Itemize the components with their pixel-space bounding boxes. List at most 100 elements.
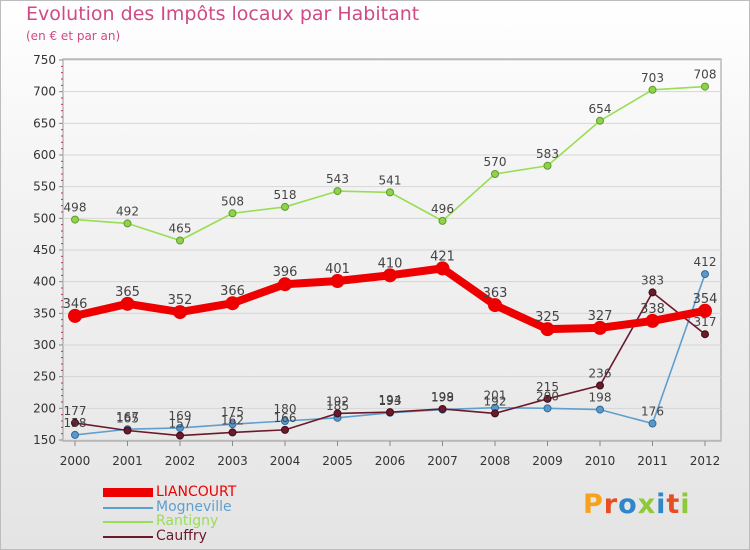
data-label-liancourt: 366 xyxy=(220,284,245,299)
x-tick-label: 2003 xyxy=(217,454,248,468)
point-mogneville-2003 xyxy=(228,420,237,429)
data-label-rantigny: 518 xyxy=(274,188,297,202)
logo-letter: r xyxy=(603,489,619,520)
data-labels: 498 492 465 508 518 543 541 496 570 583 654 703 708 1… xyxy=(63,68,718,431)
data-label-liancourt: 401 xyxy=(325,262,350,277)
x-tick-label: 2006 xyxy=(375,454,406,468)
point-liancourt-2003 xyxy=(225,296,240,311)
data-label-liancourt: 338 xyxy=(640,302,665,317)
data-label-cauffry: 162 xyxy=(221,413,244,427)
data-label-mogneville: 200 xyxy=(536,389,559,403)
point-rantigny-2008 xyxy=(491,170,499,178)
chart-subtitle: (en € et par an) xyxy=(26,29,121,43)
point-rantigny-2007 xyxy=(438,216,447,225)
y-tick-label: 650 xyxy=(33,116,56,130)
data-label-liancourt: 421 xyxy=(430,249,455,264)
point-cauffry-2006 xyxy=(386,408,394,417)
x-tick-label: 2009 xyxy=(532,454,563,468)
y-tick-label: 300 xyxy=(33,338,56,352)
point-cauffry-2005 xyxy=(333,409,342,418)
data-label-rantigny: 703 xyxy=(641,71,664,85)
x-tick-label: 2012 xyxy=(690,454,721,468)
point-liancourt-2004 xyxy=(278,277,292,292)
point-cauffry-2000 xyxy=(71,418,79,427)
data-label-cauffry: 157 xyxy=(169,417,192,431)
data-label-mogneville: 169 xyxy=(169,409,192,423)
point-cauffry-2011 xyxy=(648,288,657,297)
point-liancourt-2009 xyxy=(540,322,555,337)
chart-title: Evolution des Impôts locaux par Habitant xyxy=(26,3,420,25)
data-label-cauffry: 165 xyxy=(116,412,139,426)
data-label-rantigny: 492 xyxy=(116,204,139,218)
logo-letter: P xyxy=(583,489,604,520)
point-liancourt-2007 xyxy=(435,261,450,276)
point-cauffry-2008 xyxy=(491,409,499,418)
legend-label-cauffry: Cauffry xyxy=(156,527,207,544)
data-label-liancourt: 352 xyxy=(168,293,193,308)
data-label-rantigny: 543 xyxy=(326,172,349,186)
data-label-liancourt: 410 xyxy=(378,256,403,271)
data-label-liancourt: 396 xyxy=(273,265,298,280)
data-label-cauffry: 236 xyxy=(589,367,612,381)
data-label-rantigny: 583 xyxy=(536,147,559,161)
data-label-cauffry: 215 xyxy=(536,380,559,394)
series-layer xyxy=(68,82,712,440)
data-label-liancourt: 363 xyxy=(483,286,508,301)
x-tick-label: 2008 xyxy=(480,454,511,468)
point-rantigny-2004 xyxy=(281,202,289,211)
point-cauffry-2002 xyxy=(176,431,184,440)
data-label-rantigny: 708 xyxy=(694,68,717,82)
point-liancourt-2011 xyxy=(645,313,660,328)
y-tick-label: 700 xyxy=(33,85,56,99)
data-label-mogneville: 176 xyxy=(641,405,664,419)
data-label-rantigny: 498 xyxy=(64,201,87,215)
y-tick-label: 750 xyxy=(33,53,56,67)
logo-letter: x xyxy=(637,489,657,520)
point-liancourt-2001 xyxy=(120,296,135,311)
data-label-mogneville: 180 xyxy=(274,402,297,416)
data-label-rantigny: 508 xyxy=(221,194,244,208)
grid-lines xyxy=(63,59,721,441)
point-cauffry-2007 xyxy=(438,404,447,413)
data-label-rantigny: 654 xyxy=(589,102,612,116)
y-tick-label: 600 xyxy=(33,148,56,162)
point-liancourt-2012 xyxy=(698,303,712,318)
point-mogneville-2002 xyxy=(176,423,184,432)
point-rantigny-2003 xyxy=(228,209,237,218)
y-tick-label: 450 xyxy=(33,243,56,257)
point-liancourt-2008 xyxy=(488,298,502,313)
data-label-rantigny: 496 xyxy=(431,202,454,216)
point-rantigny-2006 xyxy=(386,188,394,197)
y-tick-label: 550 xyxy=(33,180,56,194)
point-rantigny-2012 xyxy=(701,82,709,91)
data-label-cauffry: 177 xyxy=(64,404,87,418)
y-tick-label: 350 xyxy=(33,306,56,320)
data-label-mogneville: 175 xyxy=(221,405,244,419)
point-cauffry-2009 xyxy=(543,394,552,403)
data-label-mogneville: 201 xyxy=(484,389,507,403)
data-label-liancourt: 325 xyxy=(535,310,560,325)
data-label-liancourt: 354 xyxy=(693,292,718,307)
data-label-mogneville: 412 xyxy=(694,255,717,269)
data-label-cauffry: 317 xyxy=(694,315,717,329)
x-tick-label: 2011 xyxy=(637,454,668,468)
point-rantigny-2005 xyxy=(333,187,342,196)
axes: 150 200 250 300 350 400 450 500 550 600 650 700 750 2… xyxy=(33,53,720,468)
point-mogneville-2004 xyxy=(281,417,289,425)
data-label-mogneville: 198 xyxy=(589,391,612,405)
point-cauffry-2004 xyxy=(281,425,289,434)
logo-letter: o xyxy=(618,489,638,520)
point-mogneville-2011 xyxy=(648,419,657,428)
point-cauffry-2010 xyxy=(596,381,604,390)
data-label-cauffry: 383 xyxy=(641,273,664,287)
point-rantigny-2011 xyxy=(648,85,657,94)
proxiti-logo: Proxiti xyxy=(583,489,691,520)
point-rantigny-2009 xyxy=(543,161,552,170)
data-label-cauffry: 192 xyxy=(326,394,349,408)
point-cauffry-2001 xyxy=(123,426,132,435)
x-tick-label: 2004 xyxy=(270,454,301,468)
data-label-mogneville: 158 xyxy=(64,416,87,430)
point-liancourt-2006 xyxy=(383,268,397,283)
point-rantigny-2002 xyxy=(176,236,184,245)
data-label-cauffry: 192 xyxy=(484,394,507,408)
